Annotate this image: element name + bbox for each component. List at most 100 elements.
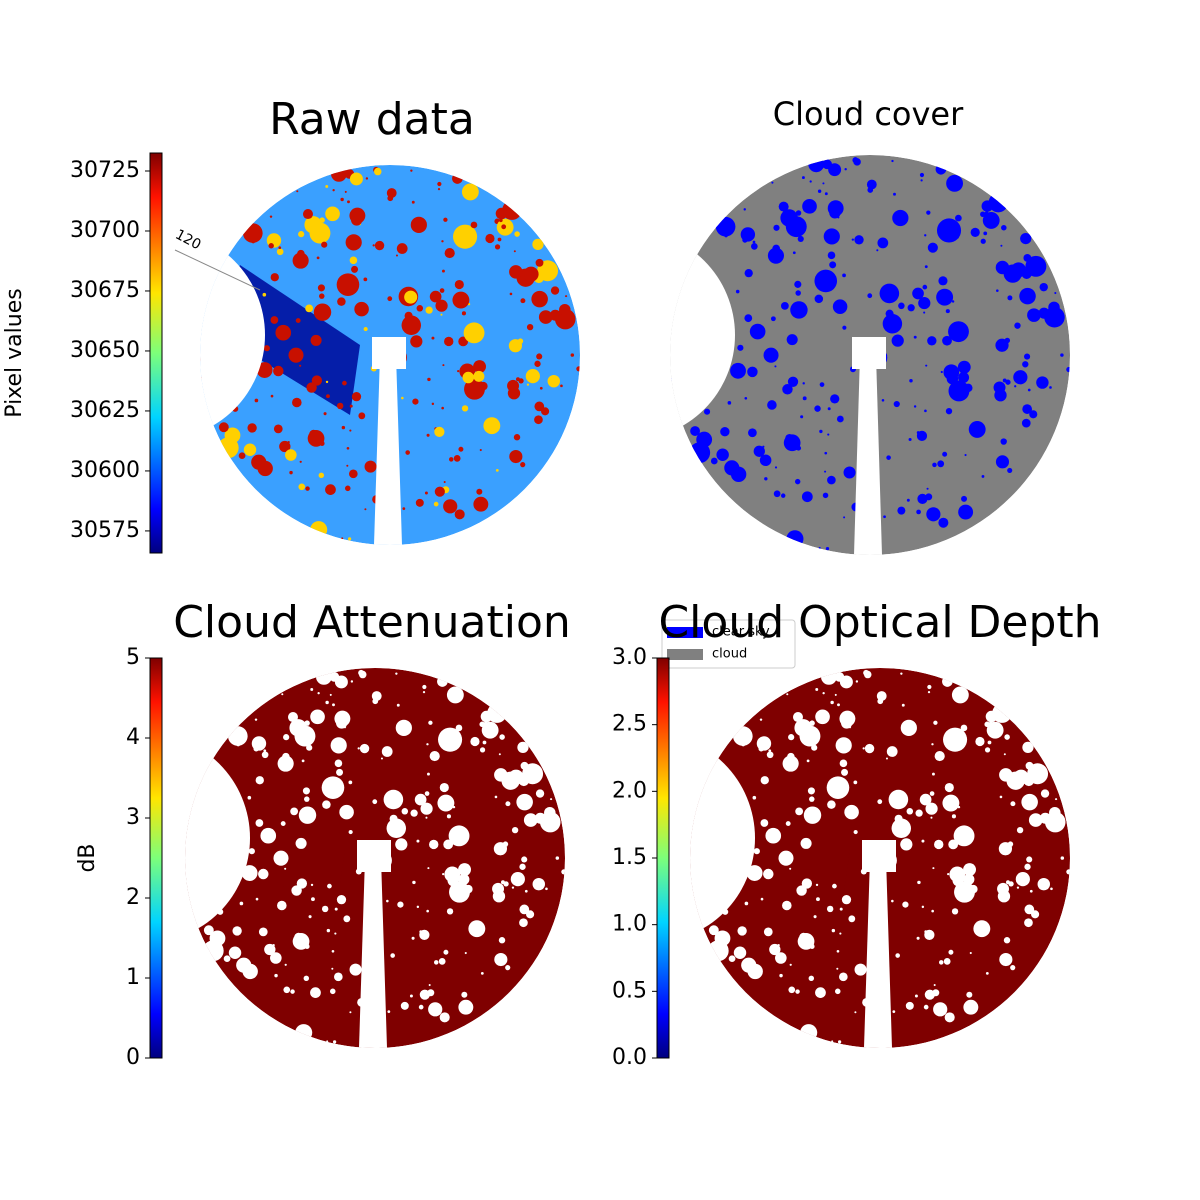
blob bbox=[401, 808, 409, 815]
blob bbox=[803, 806, 822, 824]
blob bbox=[262, 292, 267, 297]
blob bbox=[924, 265, 928, 269]
blob bbox=[357, 747, 360, 750]
blob bbox=[944, 782, 954, 793]
blob bbox=[906, 498, 910, 502]
blob bbox=[411, 200, 415, 204]
blob bbox=[397, 901, 404, 908]
blob bbox=[906, 808, 914, 815]
mask-arm bbox=[864, 858, 892, 1048]
blob bbox=[255, 819, 264, 827]
blob bbox=[295, 837, 307, 849]
blob bbox=[270, 952, 282, 964]
blob bbox=[1013, 769, 1029, 785]
blob bbox=[290, 989, 295, 994]
blob bbox=[247, 423, 257, 433]
blob bbox=[277, 755, 294, 772]
blob bbox=[851, 238, 854, 241]
blob bbox=[330, 737, 347, 754]
blob bbox=[331, 949, 335, 953]
blob bbox=[1010, 262, 1027, 278]
blob bbox=[374, 240, 385, 251]
blob bbox=[509, 384, 512, 387]
blob bbox=[948, 839, 959, 850]
blob bbox=[251, 454, 267, 470]
blob bbox=[955, 214, 962, 222]
blob bbox=[815, 688, 819, 691]
blob bbox=[321, 905, 329, 913]
blob bbox=[763, 347, 779, 363]
blob bbox=[840, 780, 843, 783]
legend-label: cloud bbox=[712, 647, 747, 662]
blob bbox=[836, 415, 844, 423]
blob bbox=[311, 375, 323, 386]
blob bbox=[236, 957, 252, 973]
blob bbox=[521, 856, 528, 863]
blob bbox=[907, 304, 915, 312]
blob bbox=[319, 440, 325, 447]
blob bbox=[942, 676, 953, 687]
blob bbox=[891, 818, 912, 839]
blob bbox=[281, 693, 284, 696]
blob bbox=[815, 987, 826, 999]
blob bbox=[961, 495, 968, 502]
blob bbox=[824, 470, 827, 473]
blob bbox=[284, 867, 287, 870]
blob bbox=[985, 971, 989, 975]
blob bbox=[494, 768, 508, 782]
colorbar bbox=[656, 657, 670, 1059]
blob bbox=[839, 972, 848, 982]
blob bbox=[938, 517, 949, 528]
blob bbox=[342, 380, 347, 386]
blob bbox=[310, 987, 321, 999]
mask-arm bbox=[374, 355, 402, 545]
blob bbox=[439, 1012, 450, 1023]
blob bbox=[1013, 370, 1028, 385]
blob bbox=[933, 1002, 948, 1017]
blob bbox=[428, 720, 433, 725]
blob bbox=[534, 360, 541, 367]
blob bbox=[827, 475, 836, 485]
blob bbox=[848, 915, 856, 923]
blob bbox=[885, 287, 899, 301]
blob bbox=[461, 183, 479, 201]
blob bbox=[892, 209, 909, 227]
blob bbox=[1008, 881, 1014, 887]
blob bbox=[534, 415, 543, 425]
blob bbox=[550, 286, 560, 295]
blob bbox=[835, 988, 841, 995]
blob bbox=[308, 915, 312, 919]
blob bbox=[387, 296, 393, 302]
blob bbox=[416, 305, 424, 312]
blob bbox=[363, 327, 368, 332]
blob bbox=[767, 400, 777, 410]
blob bbox=[987, 217, 993, 223]
blob bbox=[344, 190, 347, 193]
blob bbox=[503, 881, 509, 887]
blob bbox=[241, 865, 258, 881]
blob bbox=[316, 668, 332, 685]
blob bbox=[864, 743, 875, 754]
blob bbox=[470, 221, 478, 229]
blob bbox=[946, 372, 959, 385]
blob bbox=[996, 386, 999, 389]
blob bbox=[336, 768, 344, 776]
colorbar-tick-label: 30700 bbox=[70, 218, 140, 243]
blob bbox=[964, 383, 973, 393]
blob bbox=[1003, 937, 1011, 944]
blob bbox=[913, 405, 917, 408]
blob bbox=[298, 806, 317, 824]
blob bbox=[951, 686, 969, 704]
blob bbox=[536, 353, 543, 360]
blob bbox=[268, 243, 274, 249]
colorbar-tick-label: 3.0 bbox=[612, 645, 647, 670]
blob bbox=[999, 952, 1013, 967]
blob bbox=[922, 284, 928, 290]
blob bbox=[800, 1024, 818, 1042]
blob bbox=[511, 826, 519, 834]
blob bbox=[707, 940, 729, 962]
blob bbox=[292, 252, 309, 269]
blob bbox=[778, 850, 794, 866]
blob bbox=[473, 370, 485, 382]
blob bbox=[415, 498, 424, 507]
